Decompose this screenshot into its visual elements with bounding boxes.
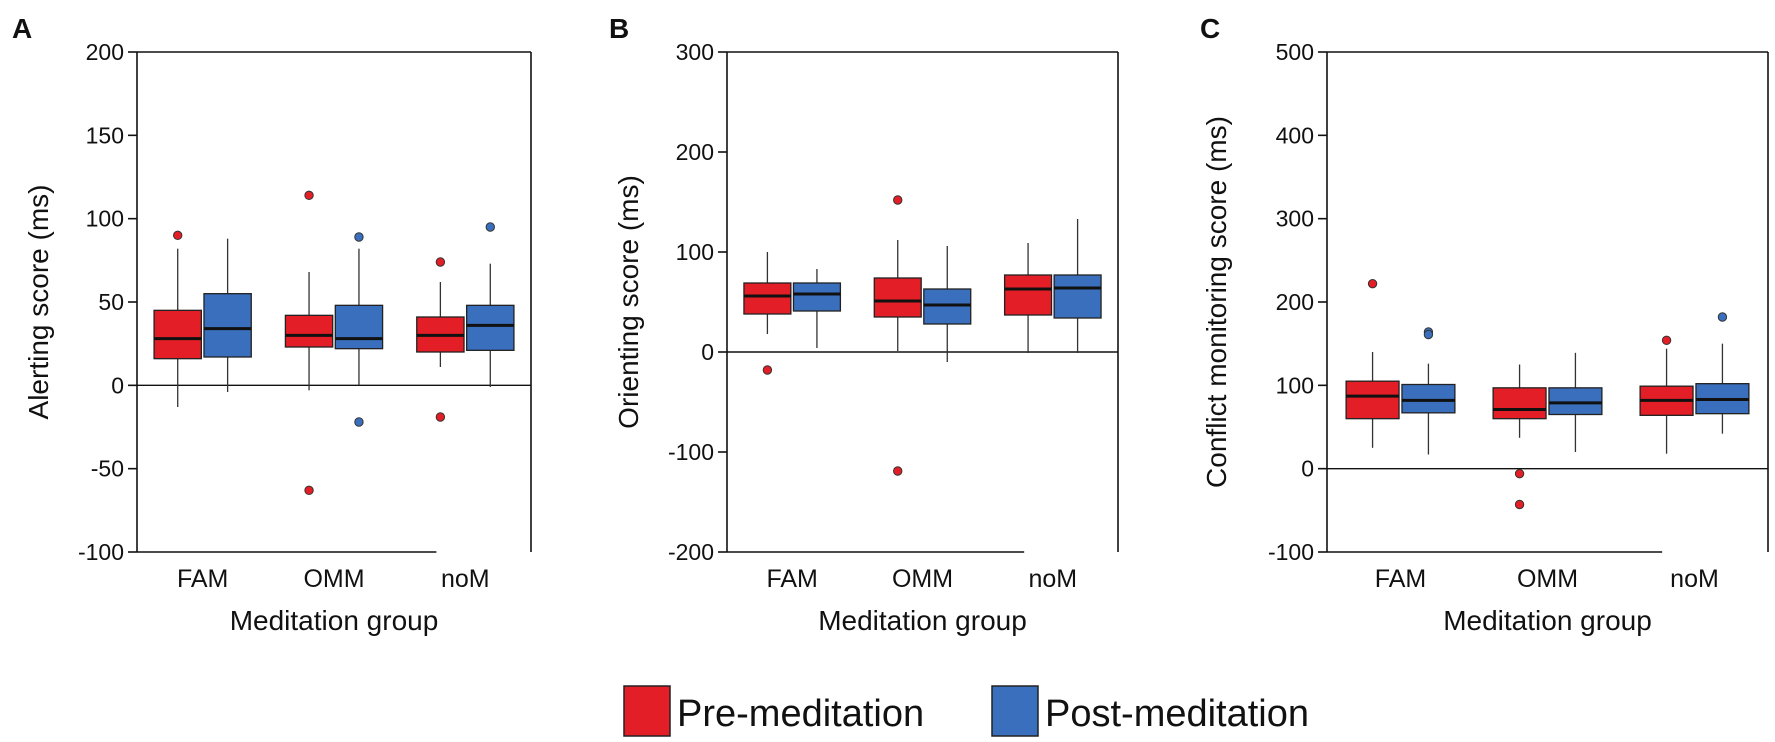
- box-pre-meditation-nom: [416, 257, 465, 422]
- x-tick-label: FAM: [766, 565, 817, 593]
- x-tick-label: FAM: [1375, 565, 1426, 593]
- y-axis-title: Conflict monitoring score (ms): [1201, 116, 1232, 488]
- panel-letter: A: [12, 13, 32, 44]
- box-post-meditation-fam: [203, 238, 252, 392]
- box-post-meditation-omm: [1548, 352, 1603, 452]
- panel-A: A 200 150 100 50 0 -50 -100 Alerting score (ms) F…: [12, 13, 532, 636]
- outlier-point: [1514, 468, 1525, 479]
- y-tick-label: -200: [668, 539, 714, 565]
- legend-swatch-post-meditation: [991, 685, 1039, 737]
- y-tick-label: -100: [78, 539, 124, 565]
- y-tick-label: 100: [1276, 372, 1314, 398]
- box-iqr: [1003, 274, 1053, 316]
- y-tick-label: 0: [111, 372, 124, 398]
- y-tick-label: 150: [86, 122, 124, 148]
- outlier-point: [1423, 329, 1434, 340]
- y-tick-label: 200: [86, 39, 124, 65]
- legend-label-post-meditation: Post-meditation: [1045, 693, 1309, 735]
- box-pre-meditation-nom: [1003, 243, 1053, 353]
- y-tick-label: -50: [91, 456, 124, 482]
- outlier-point: [762, 365, 773, 375]
- box-iqr: [153, 309, 203, 360]
- box-pre-meditation-fam: [1345, 278, 1400, 448]
- outlier-point: [354, 232, 364, 242]
- outlier-point: [435, 257, 446, 267]
- x-tick-label: noM: [441, 565, 490, 593]
- box-iqr: [1053, 274, 1102, 319]
- panel-B: B 300 200 100 0 -100 -200 Orienting score (ms) F…: [609, 13, 1119, 636]
- outlier-point: [485, 222, 495, 232]
- x-axis-title: Meditation group: [818, 605, 1027, 636]
- box-post-meditation-fam: [1401, 327, 1456, 455]
- outlier-point: [435, 412, 446, 422]
- box-pre-meditation-omm: [284, 190, 334, 496]
- y-tick-label: 400: [1276, 122, 1314, 148]
- x-tick-label: noM: [1029, 565, 1078, 593]
- y-tick-label: 0: [701, 339, 714, 365]
- y-tick-label: 50: [98, 289, 124, 315]
- outlier-point: [1514, 499, 1525, 510]
- outlier-point: [304, 485, 314, 496]
- box-pre-meditation-fam: [153, 230, 203, 407]
- x-axis-title: Meditation group: [1443, 605, 1652, 636]
- box-iqr: [334, 304, 384, 350]
- y-tick-label: -100: [668, 439, 714, 465]
- outlier-point: [354, 417, 364, 427]
- x-tick-label: noM: [1670, 565, 1719, 593]
- legend: Pre-meditation Post-meditation: [623, 685, 1309, 737]
- outlier-point: [893, 195, 903, 205]
- y-tick-label: 100: [676, 239, 714, 265]
- panel-C: C 500 400 300 200 100 0 -100 Conflict monitoring…: [1200, 13, 1769, 636]
- outlier-point: [1717, 312, 1728, 322]
- box-iqr: [1548, 387, 1603, 416]
- box-iqr: [873, 277, 922, 318]
- box-iqr: [284, 314, 334, 348]
- box-post-meditation-nom: [1695, 312, 1750, 434]
- outlier-point: [1367, 278, 1378, 289]
- box-iqr: [1345, 380, 1400, 420]
- box-pre-meditation-nom: [1639, 335, 1694, 454]
- box-pre-meditation-fam: [743, 252, 792, 375]
- y-tick-label: 500: [1276, 39, 1314, 65]
- outlier-point: [304, 190, 314, 201]
- box-iqr: [792, 282, 842, 312]
- outlier-point: [1661, 335, 1672, 346]
- y-tick-label: -100: [1268, 539, 1314, 565]
- y-tick-label: 0: [1301, 456, 1314, 482]
- y-tick-label: 200: [676, 139, 714, 165]
- box-pre-meditation-omm: [1492, 364, 1547, 510]
- box-post-meditation-omm: [923, 246, 972, 362]
- box-iqr: [465, 304, 515, 351]
- legend-swatch-pre-meditation: [623, 685, 671, 737]
- y-tick-label: 300: [1276, 206, 1314, 232]
- panel-letter: B: [609, 13, 629, 44]
- x-tick-label: OMM: [303, 565, 364, 593]
- box-iqr: [1401, 383, 1456, 414]
- y-axis-title: Alerting score (ms): [23, 185, 54, 420]
- box-post-meditation-fam: [792, 269, 842, 348]
- y-tick-label: 300: [676, 39, 714, 65]
- outlier-point: [893, 466, 903, 476]
- y-tick-label: 200: [1276, 289, 1314, 315]
- box-post-meditation-nom: [465, 222, 515, 387]
- box-post-meditation-omm: [334, 232, 384, 427]
- box-iqr: [743, 282, 792, 315]
- panel-letter: C: [1200, 13, 1220, 44]
- box-pre-meditation-omm: [873, 195, 922, 476]
- x-tick-label: FAM: [177, 565, 228, 593]
- y-tick-label: 100: [86, 206, 124, 232]
- x-tick-label: OMM: [892, 565, 953, 593]
- outlier-point: [173, 230, 183, 241]
- box-iqr: [1492, 387, 1547, 420]
- box-iqr: [203, 293, 252, 358]
- x-tick-label: OMM: [1517, 565, 1578, 593]
- box-post-meditation-nom: [1053, 219, 1102, 353]
- x-axis-title: Meditation group: [230, 605, 439, 636]
- legend-label-pre-meditation: Pre-meditation: [677, 693, 924, 735]
- y-axis-title: Orienting score (ms): [613, 175, 644, 429]
